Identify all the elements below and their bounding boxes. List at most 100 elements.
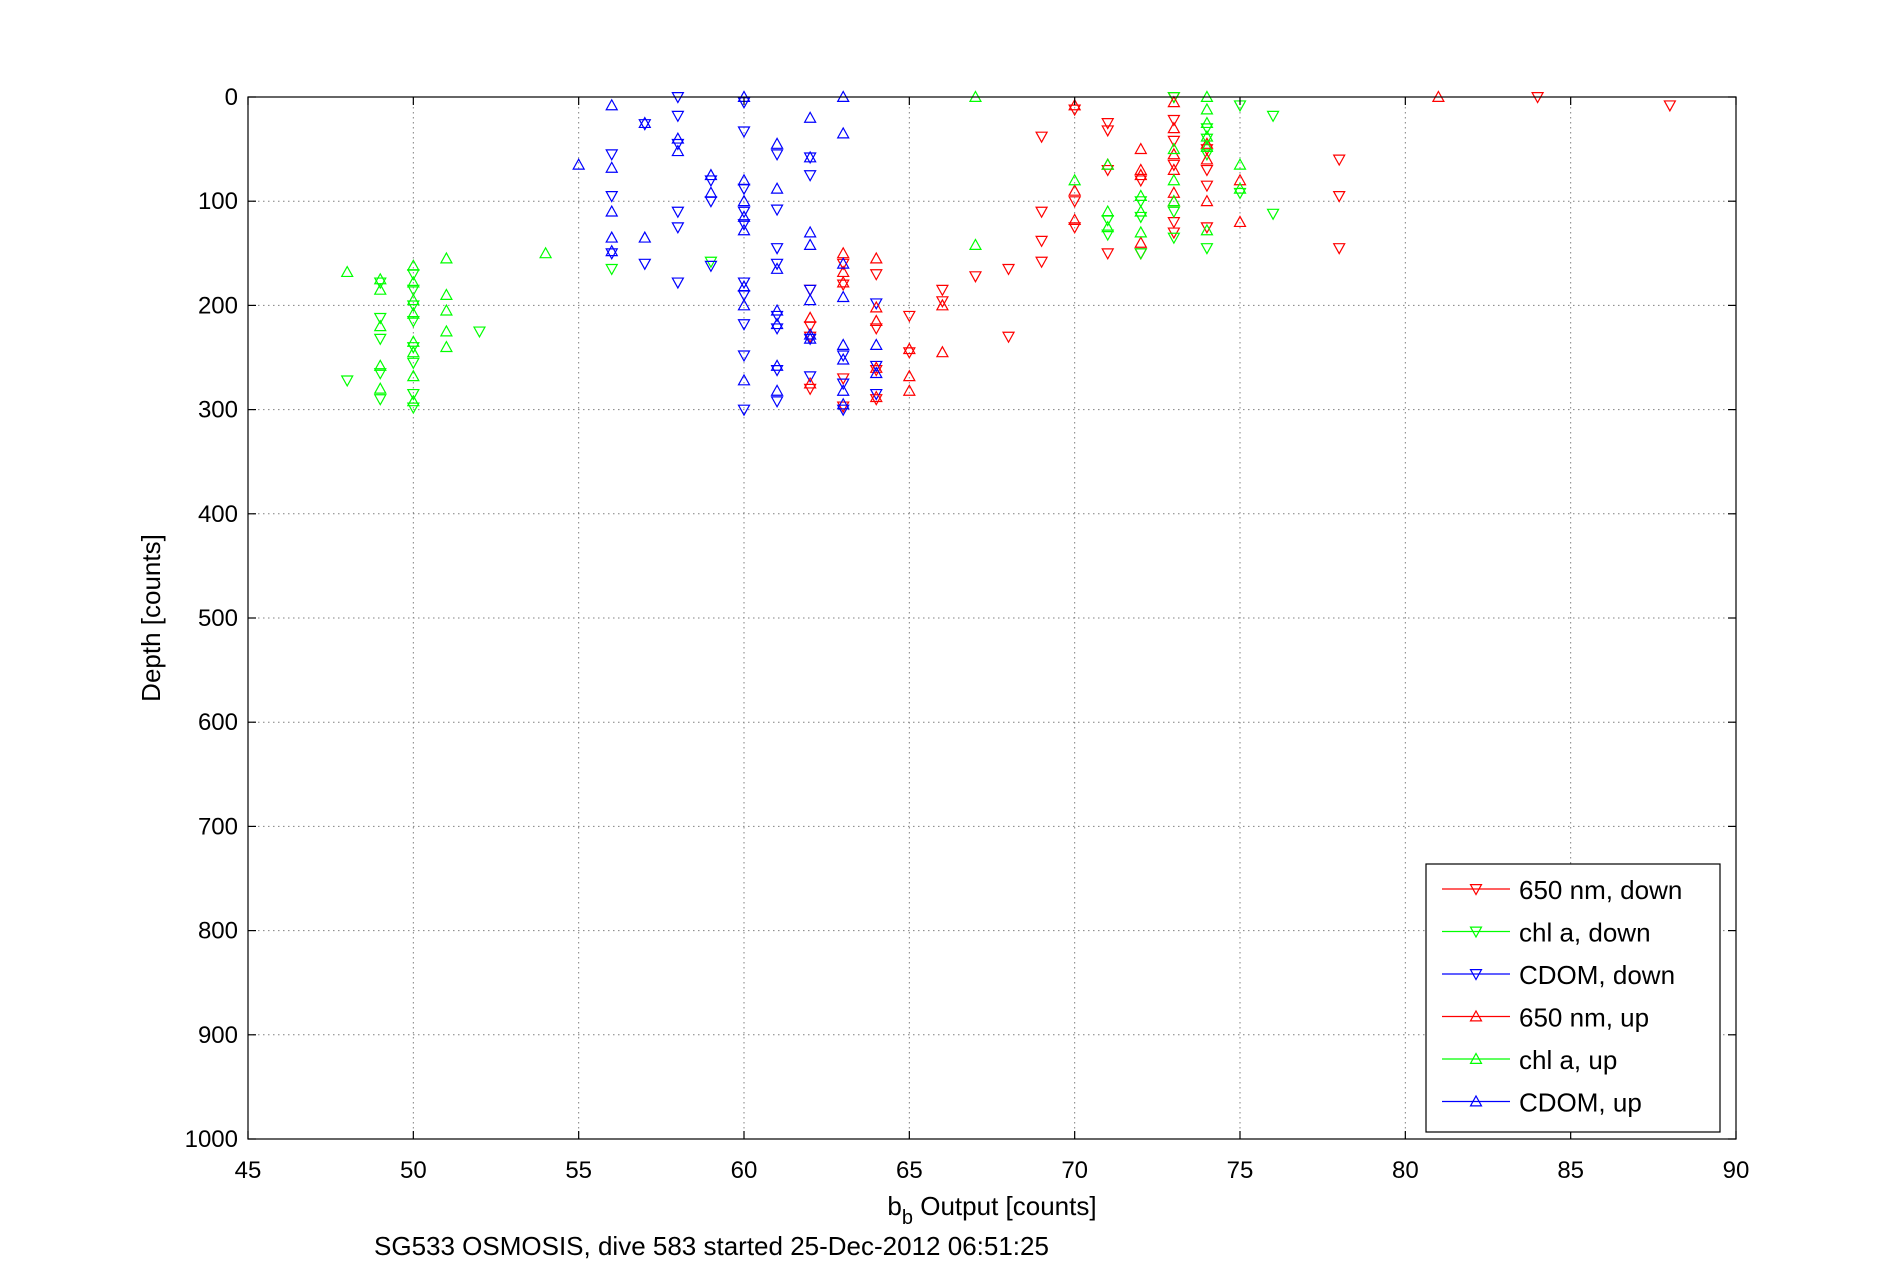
- legend-item: 650 nm, down: [1442, 875, 1682, 905]
- data-point: [869, 390, 883, 403]
- data-point: [671, 110, 685, 123]
- data-point: [1200, 149, 1214, 162]
- data-point: [1035, 206, 1049, 219]
- data-point: [770, 317, 784, 330]
- legend-swatch-marker: [1469, 969, 1483, 981]
- data-point: [439, 251, 453, 264]
- legend-swatch-marker: [1469, 884, 1483, 896]
- data-point: [1068, 213, 1082, 225]
- data-point: [1167, 142, 1181, 155]
- data-point: [1101, 220, 1115, 233]
- data-point: [1332, 190, 1346, 203]
- x-tick-label: 90: [1723, 1157, 1750, 1184]
- data-point: [406, 307, 420, 319]
- data-point: [737, 350, 751, 363]
- data-point: [605, 98, 619, 111]
- data-point: [704, 175, 718, 188]
- x-tick-label: 55: [565, 1157, 592, 1184]
- data-point: [472, 326, 486, 339]
- data-point: [869, 361, 883, 373]
- legend-swatch-marker: [1469, 1094, 1483, 1107]
- data-point: [770, 149, 784, 162]
- data-point: [1167, 121, 1181, 134]
- data-point: [836, 246, 850, 259]
- data-point: [902, 384, 916, 396]
- legend-swatch-marker: [1469, 1009, 1483, 1022]
- ticks: 45 50 55 60 65 70 75 80 85 9001002003004005006007…: [185, 84, 1750, 1184]
- data-point: [836, 404, 850, 417]
- data-point: [1068, 222, 1082, 234]
- data-point: [935, 345, 949, 358]
- data-point: [605, 244, 619, 257]
- legend-item: CDOM, down: [1442, 960, 1675, 990]
- y-tick-label: 600: [198, 709, 238, 736]
- data-point: [770, 303, 784, 316]
- data-point: [803, 311, 817, 323]
- data-point: [1200, 223, 1214, 236]
- data-point: [1101, 157, 1115, 170]
- data-point: [373, 319, 387, 332]
- data-point: [770, 204, 784, 217]
- data-point: [836, 397, 850, 410]
- data-point: [1101, 204, 1115, 217]
- x-tick-label: 75: [1227, 1157, 1254, 1184]
- data-point: [902, 369, 916, 382]
- data-point: [1167, 159, 1181, 172]
- data-point: [1101, 118, 1115, 130]
- data-point: [671, 144, 685, 157]
- series-3: [803, 90, 1445, 403]
- data-point: [1200, 116, 1214, 129]
- data-point: [869, 366, 883, 379]
- data-point: [737, 298, 751, 311]
- data-point: [836, 256, 850, 269]
- data-point: [1035, 235, 1049, 248]
- data-point: [439, 288, 453, 300]
- data-point: [373, 312, 387, 325]
- data-point: [737, 279, 751, 292]
- data-point: [1002, 263, 1016, 276]
- data-point: [406, 293, 420, 306]
- series-1: [340, 92, 1280, 415]
- data-point: [373, 333, 387, 346]
- data-point: [605, 204, 619, 217]
- data-point: [869, 388, 883, 401]
- data-point: [671, 277, 685, 290]
- data-point: [1200, 137, 1214, 149]
- data-points: [340, 90, 1677, 417]
- data-point: [836, 275, 850, 288]
- data-point: [869, 300, 883, 313]
- data-point: [803, 376, 817, 389]
- x-axis-label-suffix: Output [counts]: [913, 1191, 1097, 1221]
- x-axis-label-subscript: b: [902, 1207, 913, 1229]
- data-point: [373, 359, 387, 371]
- data-point: [770, 384, 784, 396]
- data-point: [1134, 248, 1148, 261]
- data-point: [1663, 100, 1677, 113]
- data-point: [1101, 125, 1115, 138]
- data-point: [406, 402, 420, 415]
- data-point: [1200, 222, 1214, 234]
- data-point: [902, 347, 916, 360]
- data-point: [836, 290, 850, 303]
- data-point: [803, 284, 817, 297]
- data-point: [869, 394, 883, 406]
- data-point: [869, 314, 883, 327]
- data-point: [373, 277, 387, 290]
- data-point: [902, 342, 916, 355]
- y-tick-label: 400: [198, 501, 238, 528]
- data-point: [406, 284, 420, 297]
- y-tick-label: 500: [198, 605, 238, 632]
- legend-item: CDOM, up: [1442, 1088, 1642, 1118]
- legend-label: 650 nm, up: [1519, 1003, 1649, 1033]
- data-point: [1134, 175, 1148, 188]
- series-5: [572, 90, 883, 410]
- data-point: [869, 365, 883, 377]
- data-point: [1035, 131, 1049, 144]
- data-point: [1167, 114, 1181, 127]
- data-point: [770, 243, 784, 255]
- data-point: [704, 260, 718, 273]
- data-point: [1134, 163, 1148, 175]
- data-point: [704, 196, 718, 208]
- data-point: [935, 296, 949, 308]
- data-point: [1200, 194, 1214, 207]
